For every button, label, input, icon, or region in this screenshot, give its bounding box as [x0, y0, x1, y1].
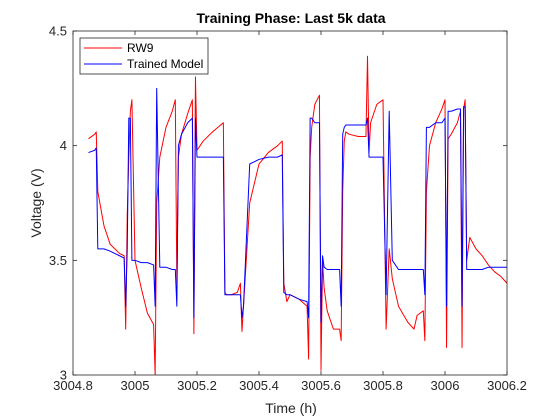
x-tick-label: 3005.8 — [363, 378, 403, 393]
y-tick-label: 4 — [60, 138, 67, 153]
legend-label-rw9: RW9 — [127, 41, 154, 55]
plot-background — [73, 31, 507, 375]
y-tick-label: 4.5 — [49, 24, 67, 39]
x-tick-label: 3005.6 — [301, 378, 341, 393]
y-tick-label: 3.5 — [49, 253, 67, 268]
legend: RW9 Trained Model — [80, 38, 208, 74]
legend-label-trained-model: Trained Model — [127, 57, 203, 71]
x-tick-label: 3006 — [431, 378, 460, 393]
y-axis-label: Voltage (V) — [28, 168, 44, 237]
plot-area — [73, 31, 507, 375]
y-tick-label: 3 — [60, 368, 67, 383]
x-tick-label: 3005 — [121, 378, 150, 393]
x-axis-label: Time (h) — [265, 400, 317, 416]
chart-title: Training Phase: Last 5k data — [196, 10, 385, 26]
x-tick-label: 3005.4 — [239, 378, 279, 393]
x-tick-label: 3005.2 — [177, 378, 217, 393]
x-tick-label: 3006.2 — [487, 378, 527, 393]
